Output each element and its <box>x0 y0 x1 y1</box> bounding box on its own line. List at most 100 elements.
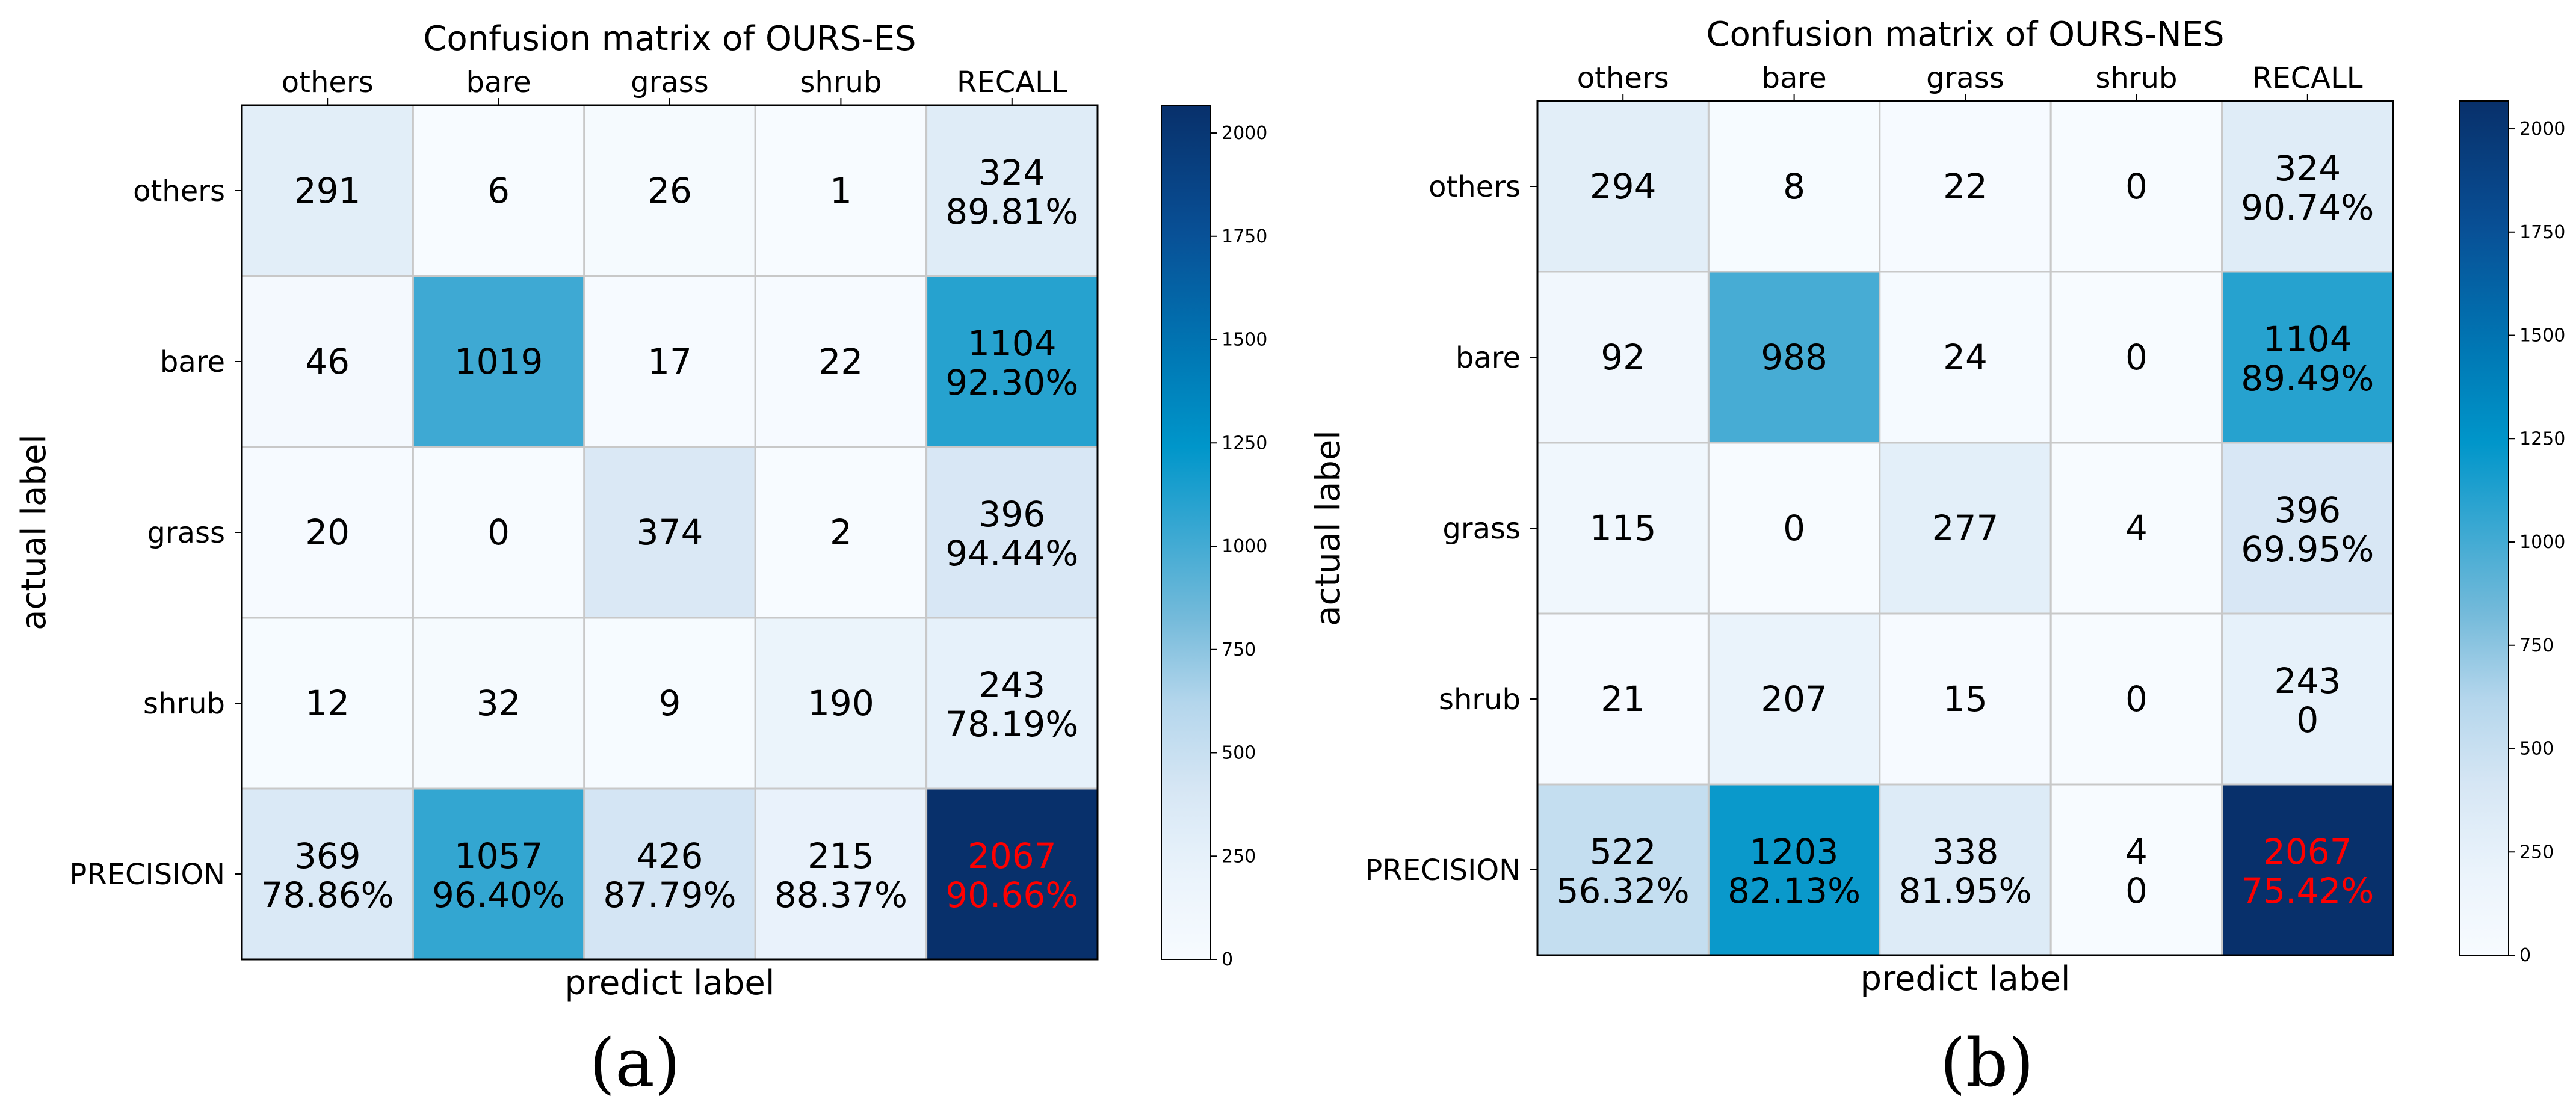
x-tick-label: others <box>1577 61 1669 95</box>
x-tick-label: bare <box>1762 61 1827 95</box>
y-tick-label: grass <box>1442 512 1521 546</box>
heatmap-cell <box>925 617 1099 790</box>
y-tick-label: bare <box>1456 341 1521 375</box>
heatmap-cell <box>1879 100 2052 273</box>
cell-percent-label: 75.42% <box>2241 870 2374 911</box>
y-tick-label: others <box>1429 170 1521 204</box>
cell-value-label: 988 <box>1761 337 1827 378</box>
cell-percent-label: 78.86% <box>261 875 394 915</box>
cell-value-label: 1104 <box>2263 319 2352 360</box>
heatmap-cell <box>925 787 1099 961</box>
heatmap-cell <box>2049 783 2223 956</box>
x-tick-label: grass <box>631 66 709 99</box>
heatmap-cell <box>2049 612 2223 786</box>
cell-value-label: 4 <box>2125 508 2148 549</box>
cell-value-label: 396 <box>2274 490 2341 531</box>
cell-value-label: 15 <box>1943 678 1988 719</box>
heatmap-cell <box>412 446 585 619</box>
cell-value-label: 369 <box>294 835 361 876</box>
colorbar <box>1161 105 1211 960</box>
colorbar-tick-label: 750 <box>2519 635 2554 656</box>
cell-value-label: 277 <box>1932 508 1999 549</box>
colorbar-tick-label: 1000 <box>2519 532 2565 553</box>
heatmap-cell <box>241 275 414 448</box>
y-tick-label: grass <box>147 516 225 550</box>
colorbar-tick-label: 1250 <box>2519 428 2565 449</box>
colorbar-tick-label: 1500 <box>2519 325 2565 346</box>
cell-value-label: 426 <box>637 835 703 876</box>
cell-value-label: 22 <box>818 341 863 382</box>
heatmap-cell <box>1707 271 1881 444</box>
plot-frame <box>241 104 1099 961</box>
colorbar-tick-label: 2000 <box>2519 118 2565 140</box>
colorbar-tick-label: 2000 <box>1222 123 1267 144</box>
chart-title: Confusion matrix of OURS-NES <box>1706 15 2224 54</box>
cell-value-label: 32 <box>477 683 521 724</box>
heatmap-cell <box>2049 100 2223 273</box>
y-tick-label: shrub <box>1439 683 1521 716</box>
colorbar-tick-label: 500 <box>1222 743 1256 764</box>
cell-value-label: 115 <box>1590 508 1657 549</box>
heatmap-cell <box>1536 442 1710 615</box>
heatmap-cell <box>925 275 1099 448</box>
colorbar-tick-label: 750 <box>1222 639 1256 660</box>
cell-value-label: 215 <box>808 835 874 876</box>
cell-value-label: 26 <box>647 170 692 211</box>
heatmap-cell <box>2221 783 2394 956</box>
cell-value-label: 22 <box>1943 166 1988 207</box>
heatmap-cell <box>1536 271 1710 444</box>
cell-value-label: 294 <box>1590 166 1657 207</box>
cell-percent-label: 94.44% <box>945 533 1078 574</box>
cell-value-label: 0 <box>1783 508 1805 549</box>
cell-value-label: 17 <box>647 341 692 382</box>
x-tick-label: grass <box>1926 61 2004 95</box>
cell-value-label: 338 <box>1932 831 1999 872</box>
cell-percent-label: 56.32% <box>1557 870 1690 911</box>
cell-value-label: 396 <box>978 494 1045 535</box>
y-tick-label: PRECISION <box>69 858 225 891</box>
cell-value-label: 324 <box>2274 148 2341 189</box>
plot-frame <box>1536 100 2394 956</box>
cell-percent-label: 96.40% <box>432 875 565 915</box>
colorbar-tick-label: 1250 <box>1222 432 1267 454</box>
confusion-matrix-panel-a: Confusion matrix of OURS-ES others bare gra… <box>14 19 1267 1101</box>
cell-value-label: 6 <box>487 170 510 211</box>
cell-value-label: 1 <box>830 170 852 211</box>
heatmap-cell <box>925 446 1099 619</box>
colorbar-tick-label: 1750 <box>2519 222 2565 243</box>
cell-percent-label: 90.74% <box>2241 187 2374 228</box>
cell-percent-label: 69.95% <box>2241 529 2374 570</box>
heatmap-cell <box>1879 783 2052 956</box>
cell-value-label: 2 <box>830 512 852 553</box>
chart-title: Confusion matrix of OURS-ES <box>423 19 916 58</box>
heatmap-cell <box>583 275 756 448</box>
y-tick-label: others <box>133 174 225 208</box>
heatmap-cell <box>1707 783 1881 956</box>
y-tick-label: PRECISION <box>1365 854 1521 887</box>
cell-value-label: 4 <box>2125 831 2148 872</box>
x-tick-label: RECALL <box>957 66 1067 99</box>
x-tick-label: RECALL <box>2252 61 2363 95</box>
heatmap-cell <box>1879 271 2052 444</box>
heatmap-cell <box>754 446 928 619</box>
cell-percent-label: 89.81% <box>945 191 1078 232</box>
x-axis-label: predict label <box>565 964 775 1003</box>
cell-percent-label: 90.66% <box>945 875 1078 915</box>
cell-value-label: 1057 <box>454 835 543 876</box>
panel-caption: (a) <box>589 1024 680 1101</box>
heatmap-cell <box>925 104 1099 277</box>
colorbar-tick-label: 1000 <box>1222 536 1267 557</box>
heatmap-cell <box>412 787 585 961</box>
heatmap-cell <box>1536 612 1710 786</box>
cell-value-label: 0 <box>2125 678 2148 719</box>
cell-value-label: 374 <box>637 512 703 553</box>
cell-percent-label: 81.95% <box>1898 870 2031 911</box>
cell-percent-label: 87.79% <box>603 875 736 915</box>
cell-value-label: 1203 <box>1750 831 1839 872</box>
x-axis-label: predict label <box>1861 959 2071 998</box>
colorbar-tick-label: 500 <box>2519 739 2554 760</box>
cell-value-label: 243 <box>2274 660 2341 701</box>
heatmap-cell <box>412 275 585 448</box>
colorbar-tick-label: 1750 <box>1222 226 1267 247</box>
cell-value-label: 190 <box>808 683 874 724</box>
